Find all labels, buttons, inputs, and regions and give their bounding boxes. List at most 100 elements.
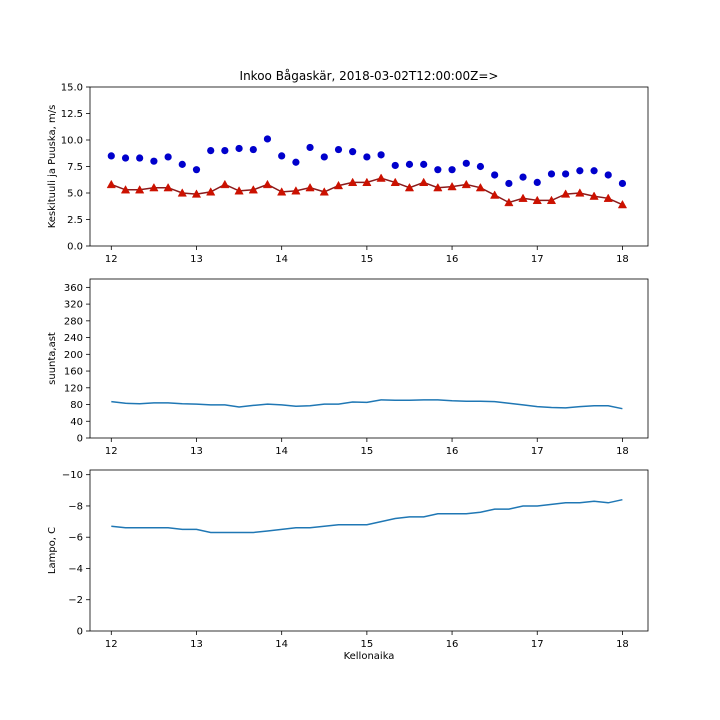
triangle-point xyxy=(490,190,500,199)
circle-point xyxy=(150,157,158,165)
triangle-point xyxy=(120,185,131,194)
x-tick-label: 16 xyxy=(446,446,459,457)
x-tick-label: 13 xyxy=(190,639,203,650)
triangle-point xyxy=(362,177,372,187)
x-tick-label: 14 xyxy=(275,446,288,457)
x-tick-label: 13 xyxy=(190,446,203,457)
circle-point xyxy=(249,145,257,154)
triangle-point xyxy=(177,188,187,197)
circle-point xyxy=(576,167,584,175)
x-tick-label: 12 xyxy=(105,254,118,265)
y-tick-label: −10 xyxy=(62,470,83,481)
triangle-point xyxy=(262,179,273,189)
y-tick-label: −6 xyxy=(68,533,83,544)
x-tick-label: 16 xyxy=(446,639,459,650)
x-tick-label: 13 xyxy=(190,254,203,265)
triangle-point xyxy=(390,177,400,187)
circle-point xyxy=(334,145,343,154)
triangle-point xyxy=(589,191,599,200)
y-tick-label: 12.5 xyxy=(61,109,83,120)
x-tick-label: 18 xyxy=(616,639,629,650)
triangle-point xyxy=(149,182,159,192)
circle-point xyxy=(590,167,598,175)
circle-point xyxy=(192,166,201,174)
circle-point xyxy=(221,147,229,155)
x-tick-label: 15 xyxy=(361,639,374,650)
triangle-point xyxy=(191,189,202,198)
x-tick-label: 12 xyxy=(105,446,118,457)
triangle-point xyxy=(106,179,116,189)
y-tick-label: 240 xyxy=(64,333,83,344)
x-tick-label: 17 xyxy=(531,254,544,265)
triangle-point xyxy=(575,188,585,197)
temperature-panel: 0 −2 −4 −6 −8 −10 12 13 14 15 16 17 18 Lampo, C xyxy=(47,469,649,650)
x-tick-label: 14 xyxy=(275,254,288,265)
x-tick-label: 18 xyxy=(616,254,629,265)
triangle-point xyxy=(475,182,486,192)
circle-point xyxy=(377,151,385,159)
y-tick-label: 0 xyxy=(77,627,83,638)
y-tick-label: 360 xyxy=(64,283,83,294)
triangle-point xyxy=(248,185,258,194)
axes-frame xyxy=(89,469,649,632)
circle-point xyxy=(349,148,357,156)
circle-point xyxy=(604,171,612,179)
triangle-point xyxy=(277,187,287,196)
circle-point xyxy=(136,154,144,162)
circle-point xyxy=(292,158,300,166)
y-tick-label: 80 xyxy=(70,400,83,411)
triangle-point xyxy=(206,187,216,196)
x-tick-label: 17 xyxy=(531,639,544,650)
triangle-point xyxy=(220,179,230,189)
x-tick-label: 15 xyxy=(361,446,374,457)
circle-point xyxy=(519,173,527,181)
triangle-point xyxy=(376,173,386,182)
y-tick-label: 280 xyxy=(64,316,83,327)
y-tick-label: 40 xyxy=(70,417,83,428)
x-tick-label: 12 xyxy=(105,639,118,650)
triangle-point xyxy=(617,199,628,209)
triangle-point xyxy=(603,193,613,202)
x-tick-label: 15 xyxy=(361,254,374,265)
circle-point xyxy=(505,179,513,188)
circle-point xyxy=(547,170,556,178)
circle-point xyxy=(320,153,328,161)
y-tick-label: 10.0 xyxy=(61,136,83,147)
y-tick-label: 5.0 xyxy=(67,189,83,200)
y-tick-label: 200 xyxy=(64,350,83,361)
circle-point xyxy=(278,152,286,160)
y-tick-label: −8 xyxy=(68,501,83,512)
circle-point xyxy=(476,162,485,171)
triangle-point xyxy=(333,180,344,190)
circle-point xyxy=(178,160,186,168)
y-tick-label: 0 xyxy=(77,434,83,445)
triangle-point xyxy=(447,181,457,191)
circle-point xyxy=(533,178,541,186)
y-tick-label: −4 xyxy=(68,564,83,575)
triangle-point xyxy=(348,177,358,187)
triangle-point xyxy=(419,177,429,187)
circle-point xyxy=(107,152,115,160)
x-tick-label: 17 xyxy=(531,446,544,457)
triangle-point xyxy=(163,182,173,192)
circle-point xyxy=(164,153,172,161)
triangle-point xyxy=(504,197,514,207)
wind-direction-panel: 0 40 80 120 160 200 240 280 320 360 12 13 14 15 16 17 18… xyxy=(47,278,649,457)
circle-point xyxy=(263,135,272,143)
circle-point xyxy=(618,179,627,188)
circle-point xyxy=(207,147,215,155)
triangle-point xyxy=(404,182,415,192)
triangle-point xyxy=(433,182,443,192)
x-tick-label: 18 xyxy=(616,446,629,457)
circle-point xyxy=(462,159,470,167)
y-tick-label: 7.5 xyxy=(67,162,83,173)
y-tick-label: 320 xyxy=(64,300,83,311)
y-tick-label: −2 xyxy=(68,595,83,606)
triangle-point xyxy=(135,185,145,194)
y-tick-label: 120 xyxy=(64,383,83,394)
circle-point xyxy=(391,161,399,170)
y-tick-label: 2.5 xyxy=(67,215,83,226)
triangle-point xyxy=(546,195,557,205)
wind-speed-panel: 0.0 2.5 5.0 7.5 10.0 12.5 15.0 12 13 14 15 16 17 18 Ke… xyxy=(47,83,649,265)
